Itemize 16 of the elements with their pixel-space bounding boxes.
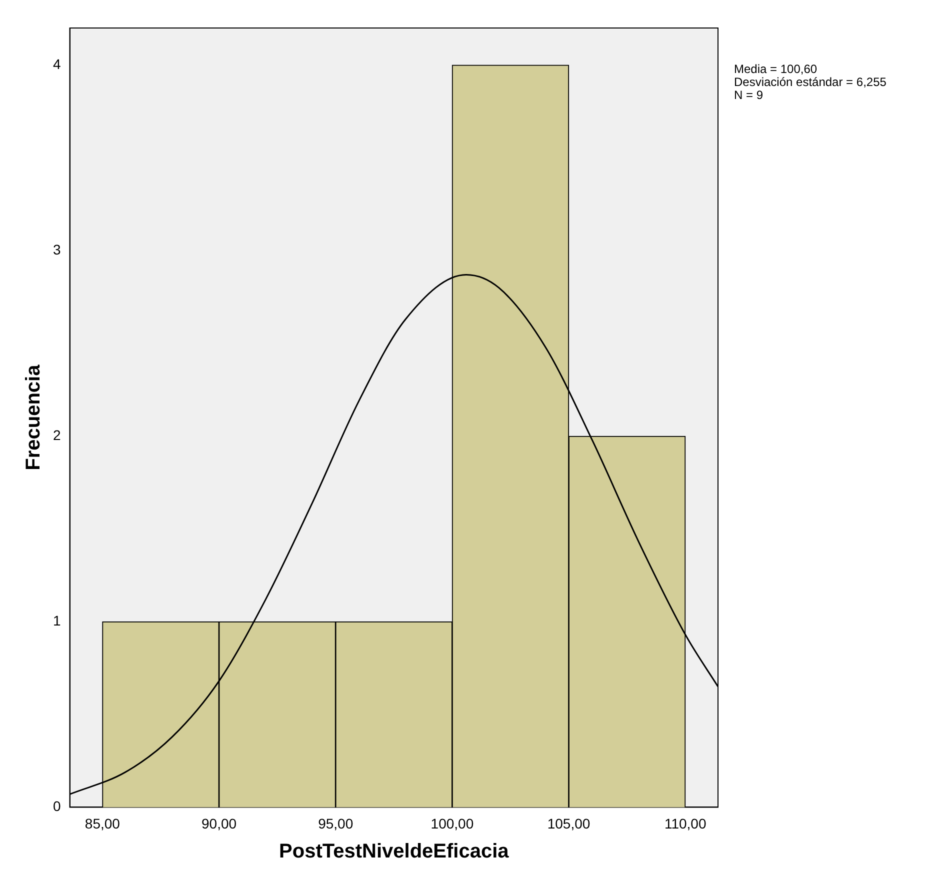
- x-tick-label: 85,00: [84, 815, 120, 832]
- y-tick-label: 1: [52, 612, 61, 629]
- x-axis-title: PostTestNiveldeEficacia: [279, 840, 510, 863]
- x-tick-label: 110,00: [664, 815, 706, 832]
- y-axis-title: Frecuencia: [22, 364, 45, 470]
- text: Media = 100,60: [734, 62, 818, 76]
- y-tick-label: 2: [52, 427, 61, 444]
- x-tick-label: 105,00: [547, 815, 590, 832]
- y-tick-label: 0: [52, 798, 61, 814]
- text: Desviación estándar = 6,255: [734, 75, 886, 89]
- x-tick-label: 90,00: [201, 815, 237, 832]
- x-tick-label: 95,00: [318, 815, 354, 832]
- y-tick-label: 3: [52, 241, 61, 258]
- text: N = 9: [734, 88, 764, 102]
- x-tick-label: 100,00: [430, 815, 474, 832]
- y-tick-label: 4: [52, 56, 61, 72]
